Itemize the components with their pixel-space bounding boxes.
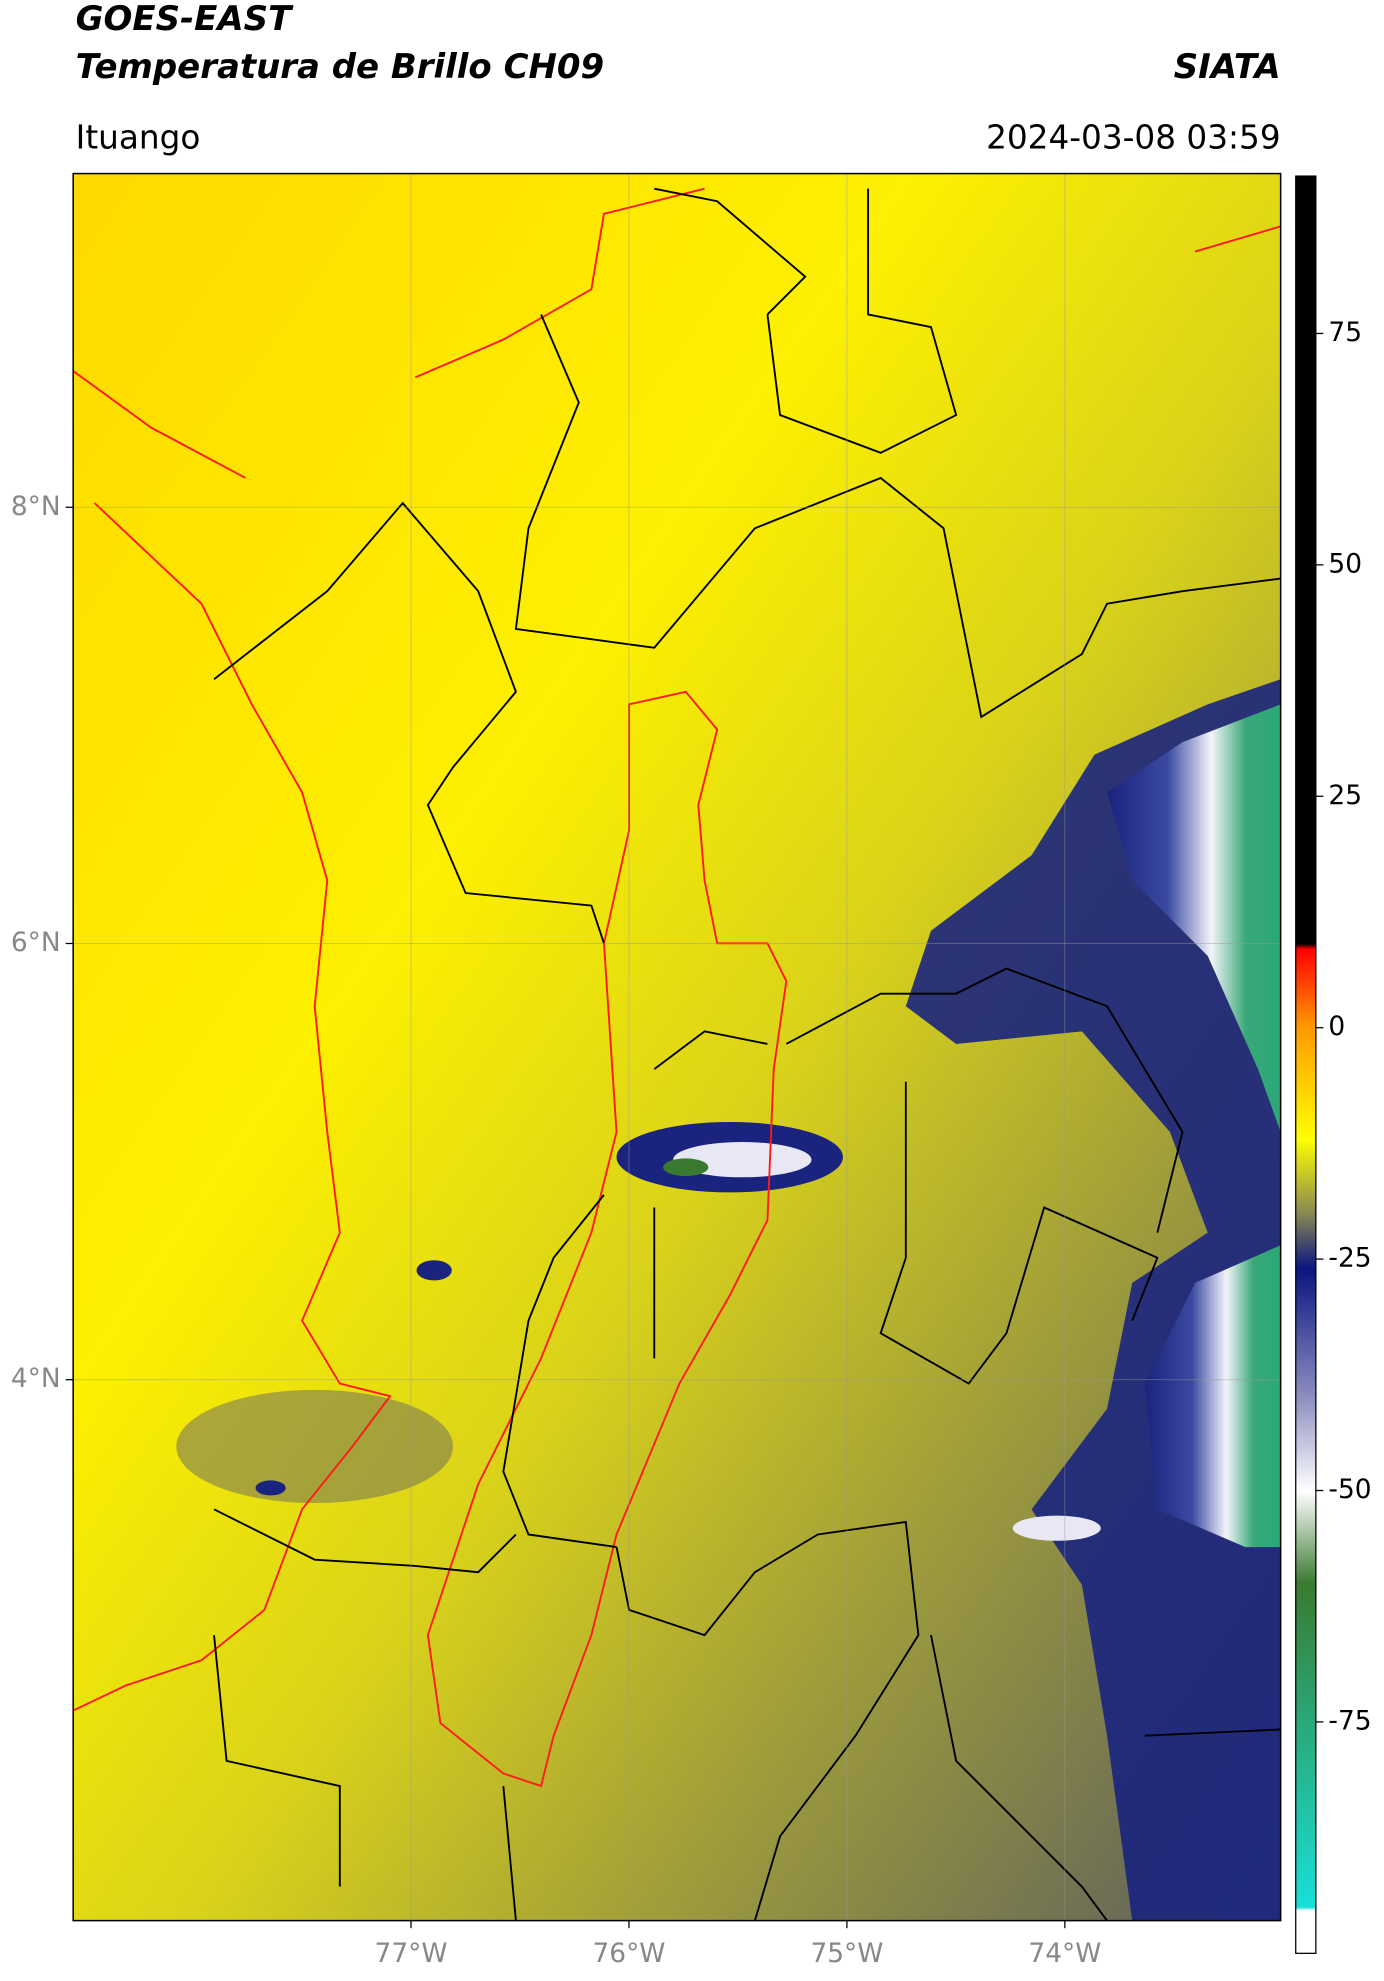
- colorbar-tick-label: -75: [1328, 1705, 1371, 1736]
- cloud: [1012, 1515, 1101, 1541]
- region: Ituango: [76, 118, 201, 156]
- source: SIATA: [1174, 47, 1281, 87]
- x-tick-label: 77°W: [375, 1938, 448, 1969]
- colorbar-tick-label: -50: [1328, 1474, 1371, 1505]
- colorbar: [1295, 175, 1317, 1954]
- map-image: [73, 173, 1281, 1921]
- title-line: Temperatura de Brillo CH09: [76, 47, 604, 87]
- colorbar-tick-label: -25: [1328, 1243, 1371, 1274]
- y-tick-label: 4°N: [11, 1363, 61, 1394]
- department-outline: [426, 690, 788, 1788]
- cloud: [416, 1260, 452, 1281]
- coastline: [73, 370, 392, 1712]
- colorbar-tick-label: 0: [1328, 1011, 1345, 1042]
- colorbar-tick-label: 25: [1328, 780, 1362, 811]
- border: [213, 1508, 1281, 1921]
- border: [654, 187, 958, 454]
- title-line: GOES-EAST: [76, 0, 294, 39]
- imagery: [73, 173, 1281, 1921]
- cloud: [1107, 704, 1281, 1132]
- border: [502, 967, 1184, 1549]
- colorbar-tick-label: 50: [1328, 548, 1362, 579]
- border: [213, 501, 605, 944]
- timestamp: 2024-03-08 03:59: [986, 118, 1281, 156]
- border: [514, 314, 1281, 719]
- y-tick-label: 8°N: [11, 491, 61, 522]
- x-tick-label: 76°W: [592, 1938, 665, 1969]
- y-tick-label: 6°N: [11, 927, 61, 958]
- cloud: [255, 1480, 286, 1496]
- cloud: [663, 1158, 709, 1177]
- colorbar-tick-label: 75: [1328, 317, 1362, 348]
- coastline: [414, 187, 1281, 379]
- x-tick-label: 75°W: [810, 1938, 883, 1969]
- gridlines: [73, 173, 1281, 1921]
- cloud: [1144, 1245, 1281, 1548]
- map-frame: [72, 172, 1282, 1922]
- cloud: [905, 679, 1281, 1921]
- x-tick-label: 74°W: [1028, 1938, 1101, 1969]
- cloud: [176, 1389, 454, 1504]
